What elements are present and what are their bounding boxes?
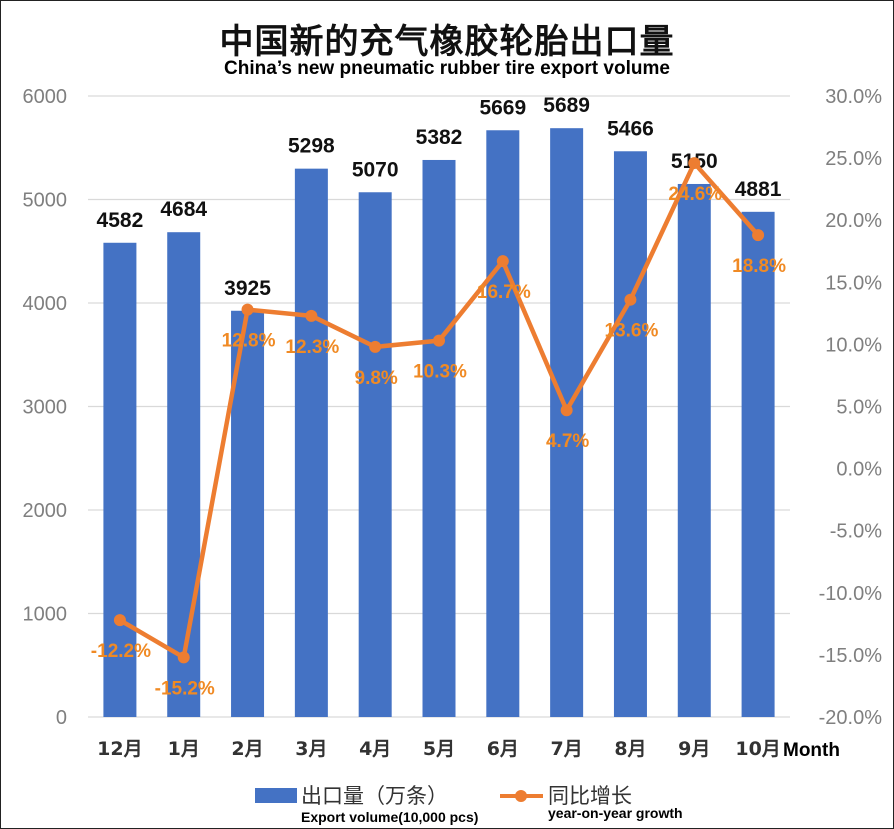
growth-point [305, 309, 318, 322]
growth-value-label: 24.6% [668, 184, 722, 205]
right-axis-ticks: -20.0% -15.0% -10.0% -5.0% 0.0% 5.0% 10.0% 15.0… [819, 86, 883, 729]
right-tick-label: -10.0% [819, 583, 883, 605]
legend: 出口量（万条） Export volume(10,000 pcs) 同比增长 y… [255, 784, 683, 825]
bar-value-label: 4881 [735, 178, 782, 201]
growth-value-label: 4.7% [546, 431, 589, 452]
left-tick-label: 2000 [23, 500, 68, 522]
bar-value-label: 5382 [416, 126, 463, 149]
bar-value-label: 3925 [224, 277, 271, 300]
right-tick-label: -15.0% [819, 645, 883, 667]
growth-point [688, 157, 701, 170]
x-tick-label: 8月 [614, 738, 646, 760]
right-tick-label: 30.0% [825, 86, 882, 108]
right-tick-label: 15.0% [825, 272, 882, 294]
line-value-labels: -12.2%-15.2% 12.8% 12.3% 9.8% 10.3% 16.7% 4.7%… [91, 184, 786, 699]
x-tick-label: 10月 [735, 738, 780, 760]
bar-value-label: 4684 [160, 198, 207, 221]
growth-point [624, 293, 637, 306]
growth-point [369, 340, 382, 353]
left-tick-label: 6000 [23, 86, 68, 108]
growth-value-label: 9.8% [355, 368, 398, 389]
x-axis-ticks: 12月 1月 2月 3月 4月 5月 6月 7月 8月 9月 10月 [97, 738, 781, 760]
growth-point [560, 404, 573, 417]
bar [167, 232, 201, 717]
growth-value-label: 12.8% [222, 331, 276, 352]
right-tick-label: 10.0% [825, 334, 882, 356]
bar-series [103, 128, 775, 718]
bar [486, 130, 520, 718]
legend-line-sublabel: year-on-year growth [548, 805, 683, 821]
legend-bar-swatch [255, 788, 297, 803]
right-tick-label: 20.0% [825, 210, 882, 232]
left-tick-label: 1000 [23, 604, 68, 626]
growth-value-label: -15.2% [155, 678, 215, 699]
right-tick-label: -20.0% [819, 707, 883, 729]
left-tick-label: 4000 [23, 293, 68, 315]
growth-value-label: 18.8% [732, 256, 786, 277]
bar [422, 159, 456, 717]
left-tick-label: 3000 [23, 397, 68, 419]
left-tick-label: 0 [56, 707, 67, 729]
bar [613, 151, 647, 718]
x-tick-label: 1月 [168, 738, 200, 760]
growth-point [113, 614, 126, 627]
right-tick-label: 0.0% [836, 459, 882, 481]
growth-value-label: 13.6% [605, 321, 659, 342]
left-tick-label: 5000 [23, 190, 68, 212]
bar-value-label: 5689 [543, 94, 590, 117]
x-tick-label: 4月 [359, 738, 391, 760]
x-tick-label: 2月 [231, 738, 263, 760]
growth-value-label: -12.2% [91, 641, 151, 662]
x-tick-label: 6月 [487, 738, 519, 760]
bar [741, 211, 775, 717]
legend-bar-label: 出口量（万条） [301, 784, 448, 808]
bar-value-label: 5298 [288, 135, 335, 158]
legend-bar-sublabel: Export volume(10,000 pcs) [301, 809, 478, 825]
bar-value-label: 4582 [97, 209, 144, 232]
bar [358, 192, 392, 717]
chart-title: 中国新的充气橡胶轮胎出口量 [219, 22, 675, 62]
x-tick-label: 9月 [678, 738, 710, 760]
x-tick-label: 5月 [423, 738, 455, 760]
growth-point [177, 651, 190, 664]
left-axis-ticks: 0 1000 2000 3000 4000 5000 6000 [23, 86, 68, 729]
x-tick-label: 7月 [551, 738, 583, 760]
x-axis-label: Month [783, 740, 840, 761]
growth-value-label: 12.3% [285, 337, 339, 358]
right-tick-label: 5.0% [836, 397, 882, 419]
right-tick-label: -5.0% [830, 521, 882, 543]
line-series [113, 157, 765, 664]
bar [294, 168, 328, 718]
growth-point [433, 334, 445, 347]
growth-point [241, 303, 254, 316]
chart-subtitle: China’s new pneumatic rubber tire export… [224, 58, 670, 79]
growth-value-label: 16.7% [477, 282, 531, 303]
legend-line-label: 同比增长 [548, 784, 632, 808]
x-tick-label: 12月 [97, 738, 142, 760]
legend-line-marker [515, 790, 527, 802]
growth-value-label: 10.3% [413, 362, 467, 383]
x-tick-label: 3月 [295, 738, 327, 760]
bar-value-label: 5070 [352, 158, 399, 181]
growth-point [496, 255, 509, 268]
bar-value-label: 5466 [607, 117, 654, 140]
bar [103, 242, 137, 717]
bar [677, 183, 711, 718]
growth-point [752, 229, 765, 242]
bar [550, 128, 584, 718]
right-tick-label: 25.0% [825, 148, 882, 170]
bar-value-label: 5669 [479, 96, 526, 119]
